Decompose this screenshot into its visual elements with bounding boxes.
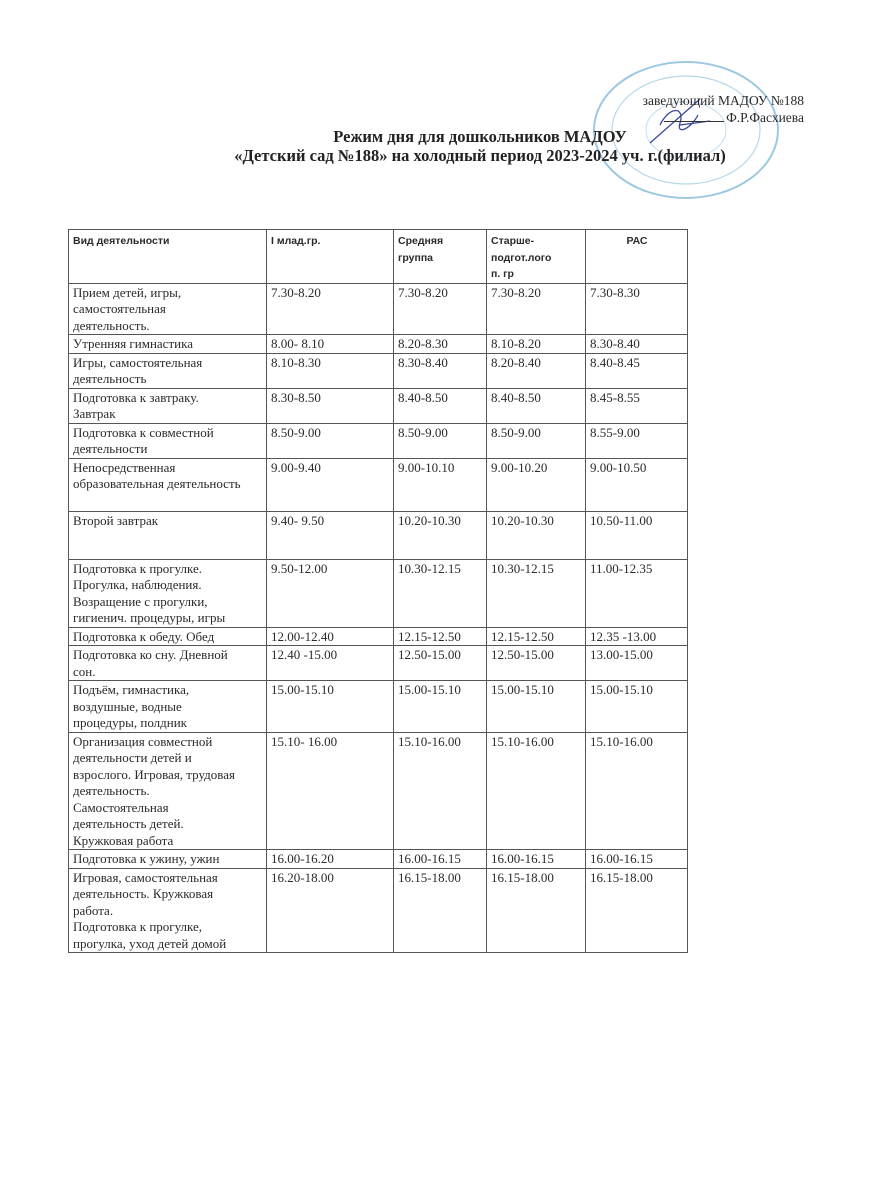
time-cell: 9.00-10.10 [393,457,487,512]
time-cell: 8.10-8.20 [486,334,586,354]
time-cell: 9.00-10.20 [486,457,586,512]
time-cell: 8.50-9.00 [393,422,487,459]
page-title: Режим дня для дошкольников МАДОУ «Детски… [234,127,726,165]
table-row: Подготовка к завтраку. Завтрак 8.30-8.50 8… [68,387,688,424]
time-cell: 16.20-18.00 [266,867,394,953]
table-row: Подготовка ко сну. Дневной сон. 12.40 -15… [68,645,688,681]
table-row: Подготовка к ужину, ужин 16.00-16.20 16.00… [68,849,688,869]
time-cell: 8.40-8.50 [486,387,586,424]
time-cell: 9.00-10.50 [585,457,688,512]
time-cell: 15.00-15.10 [266,680,394,733]
time-cell: 16.00-16.15 [585,849,688,869]
table-row: Непосредственная образовательная деятель… [68,457,688,512]
time-cell: 15.00-15.10 [393,680,487,733]
time-cell: 12.35 -13.00 [585,626,688,646]
time-cell: 8.00- 8.10 [266,334,394,354]
time-cell: 10.20-10.30 [393,510,487,560]
time-cell: 8.55-9.00 [585,422,688,459]
time-cell: 7.30-8.20 [266,282,394,335]
activity-cell: Подготовка к прогулке. Прогулка, наблюде… [68,558,267,628]
column-header: Средняя группа [393,229,487,284]
table-row: Игры, самостоятельная деятельность 8.10-8… [68,352,688,389]
approver-name: Ф.Р.Фасхиева [643,109,804,126]
schedule-table: Вид деятельности I млад.гр. Средняя группа… [68,229,688,953]
column-header: РАС [585,229,688,284]
table-row: Организация совместной деятельности дете… [68,731,688,850]
time-cell: 15.00-15.10 [585,680,688,733]
activity-cell: Подготовка к ужину, ужин [68,849,267,869]
time-cell: 12.15-12.50 [393,626,487,646]
column-header: Старше- подгот.лого п. гр [486,229,586,284]
approver-position: заведующий МАДОУ №188 [642,93,804,108]
time-cell: 16.00-16.20 [266,849,394,869]
time-cell: 10.30-12.15 [393,558,487,628]
time-cell: 7.30-8.30 [585,282,688,335]
column-header: Вид деятельности [68,229,267,284]
table-row: Утренняя гимнастика 8.00- 8.10 8.20-8.30 8.… [68,334,688,354]
time-cell: 15.10-16.00 [486,731,586,850]
time-cell: 8.20-8.40 [486,352,586,389]
activity-cell: Подготовка ко сну. Дневной сон. [68,645,267,681]
time-cell: 16.15-18.00 [486,867,586,953]
time-cell: 16.00-16.15 [393,849,487,869]
official-stamp [593,61,779,199]
time-cell: 8.30-8.40 [585,334,688,354]
time-cell: 8.40-8.45 [585,352,688,389]
activity-cell: Игры, самостоятельная деятельность [68,352,267,389]
table-row: Прием детей, игры, самостоятельная деяте… [68,282,688,335]
activity-cell: Подъём, гимнастика, воздушные, водные пр… [68,680,267,733]
table-row: Игровая, самостоятельная деятельность. К… [68,867,688,953]
time-cell: 7.30-8.20 [393,282,487,335]
time-cell: 9.00-9.40 [266,457,394,512]
activity-cell: Организация совместной деятельности дете… [68,731,267,850]
table-row: Подготовка к обеду. Обед 12.00-12.40 12.15… [68,626,688,646]
time-cell: 16.00-16.15 [486,849,586,869]
time-cell: 8.50-9.00 [486,422,586,459]
time-cell: 8.30-8.40 [393,352,487,389]
table-row: Подготовка к прогулке. Прогулка, наблюде… [68,558,688,628]
activity-cell: Подготовка к обеду. Обед [68,626,267,646]
table-row: Подготовка к совместной деятельности 8.50… [68,422,688,459]
activity-cell: Прием детей, игры, самостоятельная деяте… [68,282,267,335]
time-cell: 8.10-8.30 [266,352,394,389]
time-cell: 8.30-8.50 [266,387,394,424]
table-row: Подъём, гимнастика, воздушные, водные пр… [68,680,688,733]
time-cell: 10.50-11.00 [585,510,688,560]
table-header-row: Вид деятельности I млад.гр. Средняя группа… [68,229,688,284]
time-cell: 16.15-18.00 [393,867,487,953]
time-cell: 13.00-15.00 [585,645,688,681]
time-cell: 15.10- 16.00 [266,731,394,850]
column-header: I млад.гр. [266,229,394,284]
time-cell: 12.15-12.50 [486,626,586,646]
activity-cell: Непосредственная образовательная деятель… [68,457,267,512]
time-cell: 15.10-16.00 [393,731,487,850]
time-cell: 12.50-15.00 [486,645,586,681]
time-cell: 12.40 -15.00 [266,645,394,681]
activity-cell: Подготовка к завтраку. Завтрак [68,387,267,424]
time-cell: 15.10-16.00 [585,731,688,850]
table-row: Второй завтрак 9.40- 9.50 10.20-10.30 10.20… [68,510,688,560]
time-cell: 9.40- 9.50 [266,510,394,560]
time-cell: 10.30-12.15 [486,558,586,628]
time-cell: 12.50-15.00 [393,645,487,681]
time-cell: 7.30-8.20 [486,282,586,335]
activity-cell: Игровая, самостоятельная деятельность. К… [68,867,267,953]
time-cell: 16.15-18.00 [585,867,688,953]
activity-cell: Утренняя гимнастика [68,334,267,354]
time-cell: 10.20-10.30 [486,510,586,560]
approval-block: заведующий МАДОУ №188 Ф.Р.Фасхиева [643,92,804,126]
time-cell: 15.00-15.10 [486,680,586,733]
time-cell: 11.00-12.35 [585,558,688,628]
time-cell: 12.00-12.40 [266,626,394,646]
activity-cell: Подготовка к совместной деятельности [68,422,267,459]
activity-cell: Второй завтрак [68,510,267,560]
time-cell: 8.40-8.50 [393,387,487,424]
time-cell: 8.20-8.30 [393,334,487,354]
time-cell: 9.50-12.00 [266,558,394,628]
time-cell: 8.50-9.00 [266,422,394,459]
time-cell: 8.45-8.55 [585,387,688,424]
